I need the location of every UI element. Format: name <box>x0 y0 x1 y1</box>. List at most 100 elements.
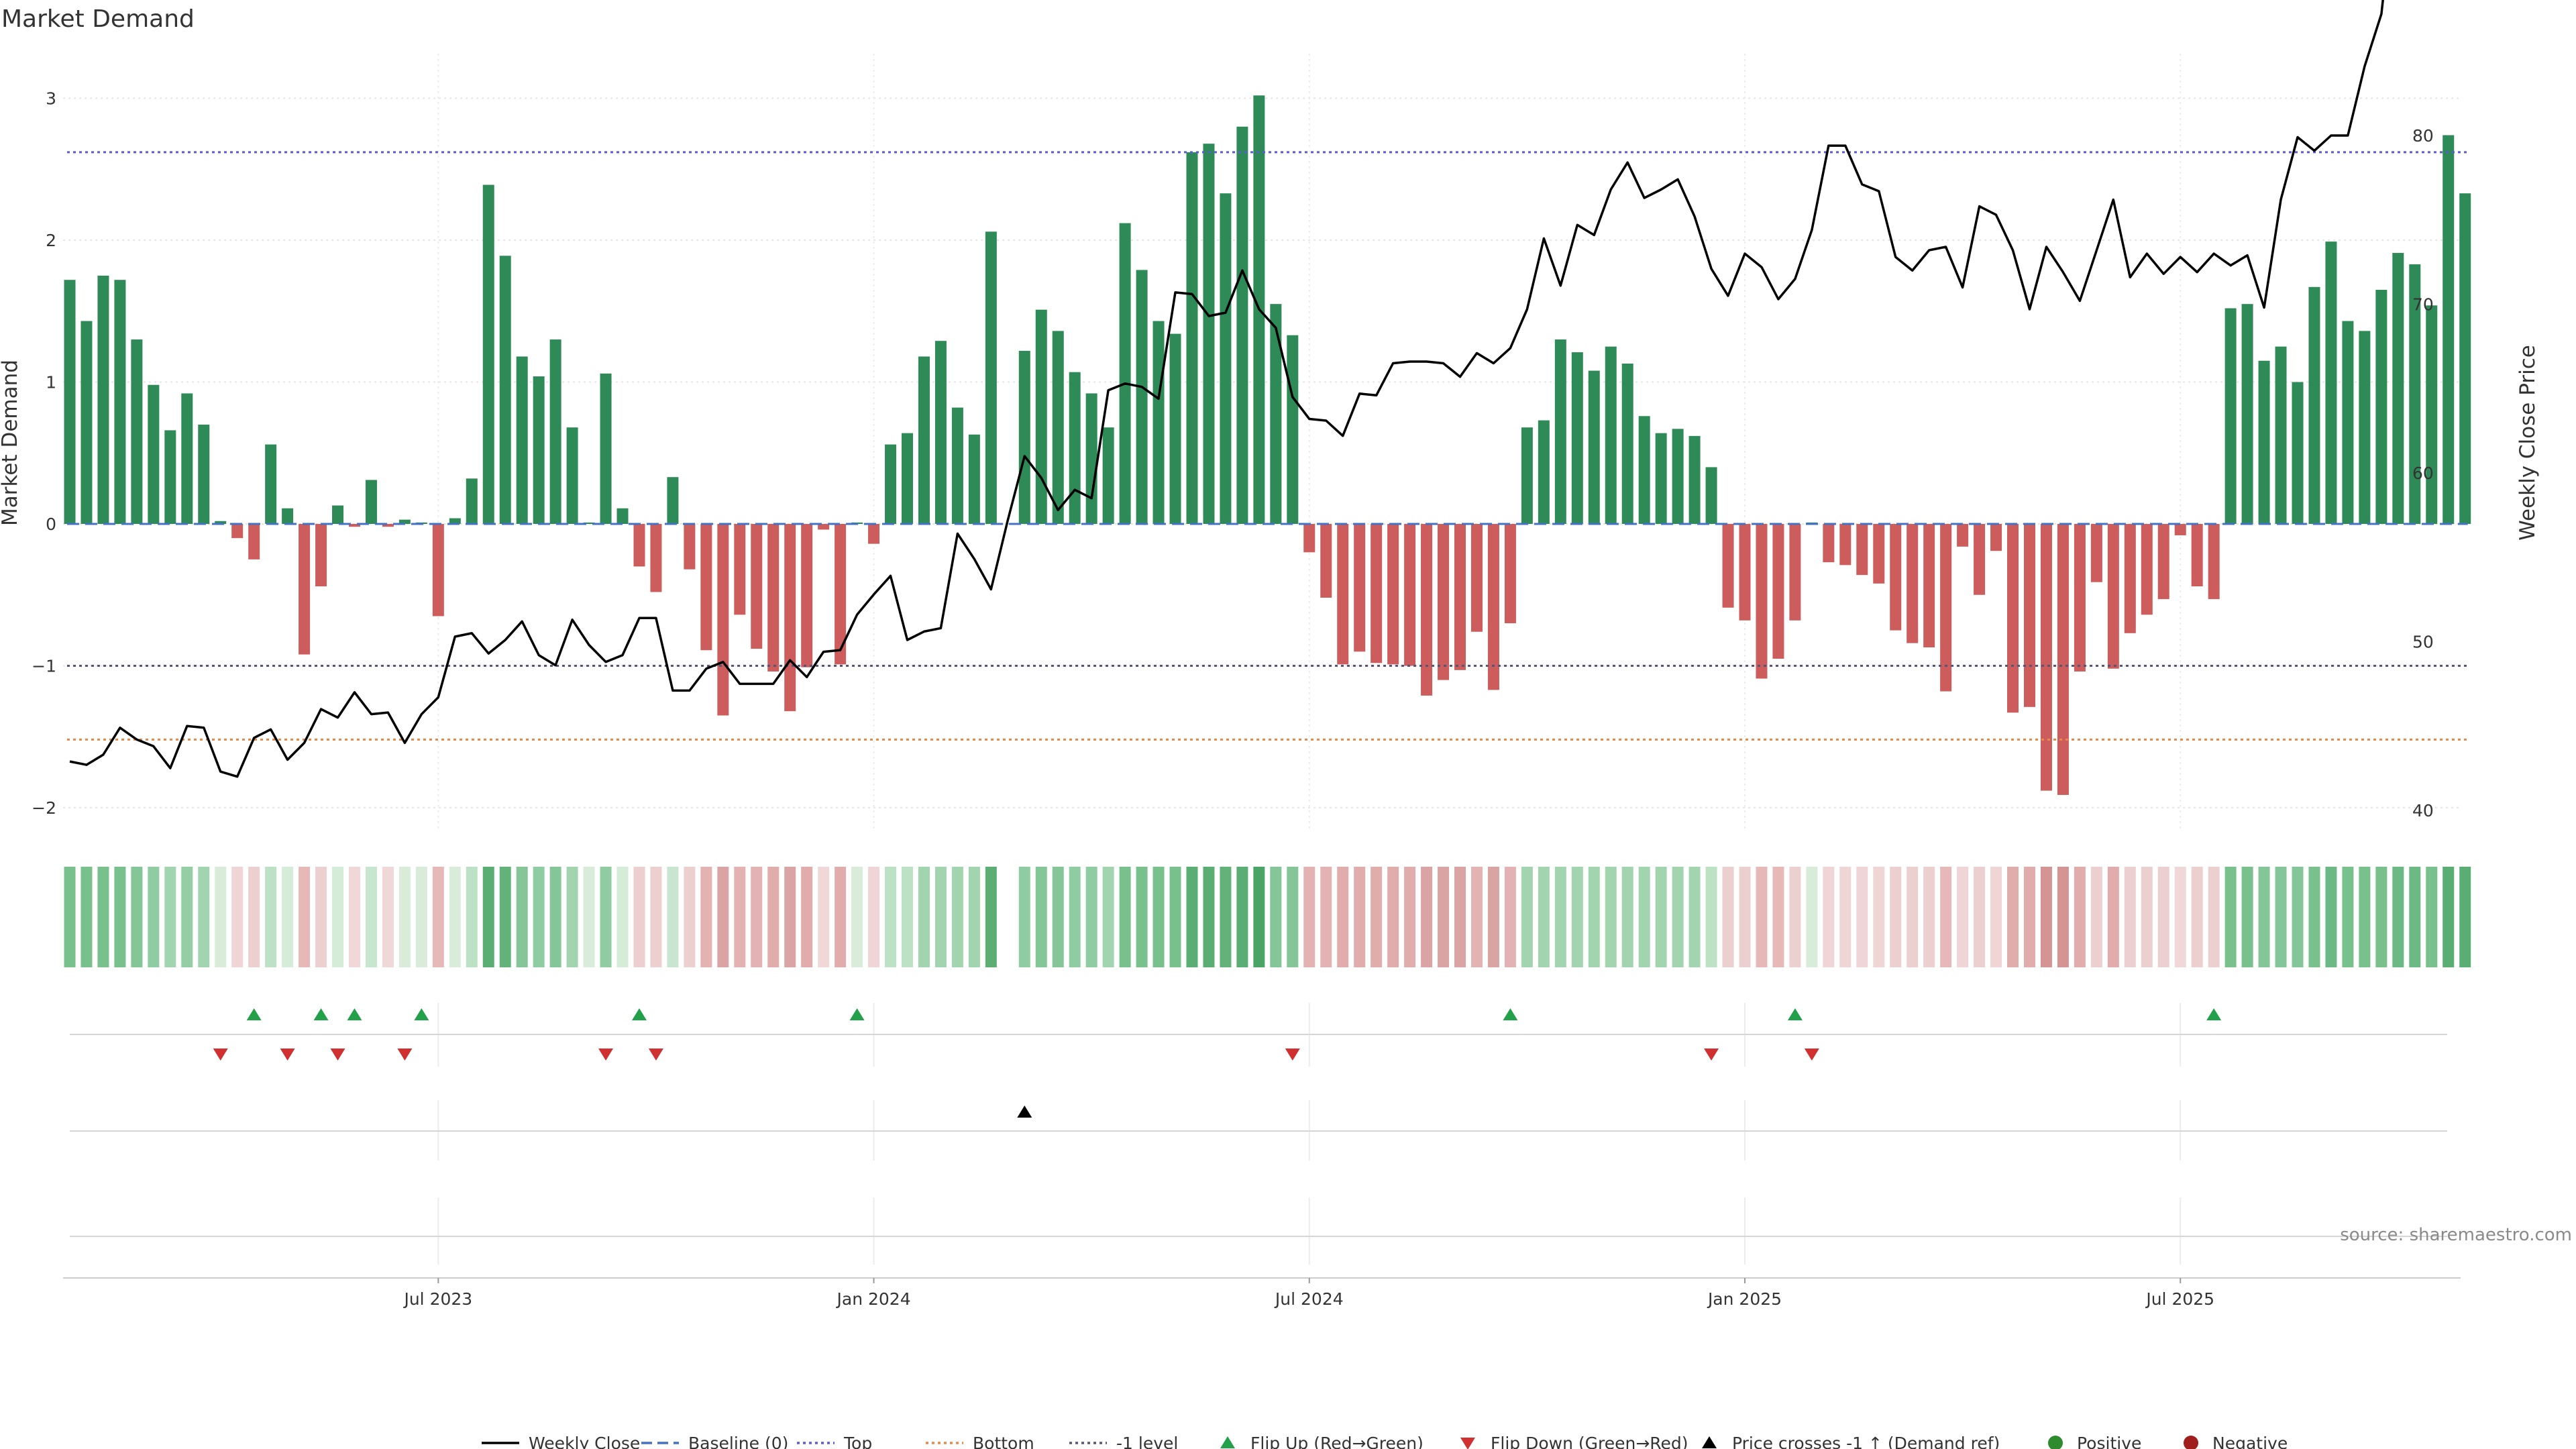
legend-item: Weekly Close <box>482 1434 640 1449</box>
strip-cell <box>415 867 427 967</box>
positive-bar <box>1588 370 1600 524</box>
positive-bar <box>64 280 76 524</box>
positive-bar <box>1688 435 1701 524</box>
strip-cell <box>482 867 494 967</box>
triangle-up-green-icon <box>1220 1436 1235 1448</box>
flip-up-marker <box>246 1008 262 1020</box>
strip-cell <box>1839 867 1851 967</box>
negative-bar <box>2074 524 2086 672</box>
strip-cell <box>1454 867 1466 967</box>
negative-bar <box>1303 524 1316 553</box>
legend-label: Negative <box>2212 1434 2288 1449</box>
strip-cell <box>968 867 980 967</box>
dot-red-icon <box>2184 1436 2198 1449</box>
positive-bar <box>1152 321 1165 524</box>
positive-bar <box>2325 241 2337 524</box>
legend-label: Bottom <box>973 1434 1034 1449</box>
positive-bar <box>1621 364 1633 524</box>
left-tick-label: −2 <box>32 798 56 818</box>
positive-bar <box>2292 382 2304 524</box>
strip-cell <box>2359 867 2371 967</box>
strip-cell <box>365 867 377 967</box>
strip-cell <box>1705 867 1717 967</box>
negative-bar <box>767 524 780 672</box>
strip-cell <box>1438 867 1450 967</box>
positive-bar <box>1203 144 1215 524</box>
strip-cell <box>64 867 76 967</box>
strip-cell <box>868 867 880 967</box>
strip-cell <box>2308 867 2320 967</box>
strip-cell <box>2342 867 2354 967</box>
flip-down-marker <box>397 1049 413 1061</box>
triangle-up-black-icon <box>1702 1436 1717 1448</box>
strip-cell <box>2258 867 2270 967</box>
positive-bar <box>181 393 193 524</box>
negative-bar <box>1974 524 1986 595</box>
positive-bar <box>2359 331 2371 524</box>
positive-bar <box>2459 193 2471 524</box>
positive-bar <box>282 508 294 524</box>
negative-bar <box>1890 524 1902 631</box>
strip-cell <box>583 867 595 967</box>
negative-bar <box>1907 524 1919 643</box>
strip-cell <box>717 867 729 967</box>
legend-label: Positive <box>2077 1434 2141 1449</box>
positive-bar <box>1287 335 1299 524</box>
strip-cell <box>1722 867 1734 967</box>
right-tick-label: 60 <box>2412 464 2434 483</box>
strip-cell <box>1186 867 1198 967</box>
strip-cell <box>633 867 645 967</box>
positive-bar <box>80 321 93 524</box>
strip-cell <box>2409 867 2421 967</box>
strip-cell <box>1655 867 1667 967</box>
strip-cell <box>282 867 294 967</box>
left-tick-label: 2 <box>46 231 56 250</box>
strip-cell <box>248 867 260 967</box>
strip-cell <box>299 867 311 967</box>
strip-cell <box>1923 867 1935 967</box>
legend-item: Negative <box>2184 1434 2288 1449</box>
strip-cell <box>1554 867 1566 967</box>
negative-bar <box>1354 524 1366 652</box>
negative-bar <box>1990 524 2002 551</box>
strip-cell <box>1873 867 1885 967</box>
strip-cell <box>1337 867 1349 967</box>
negative-bar <box>1387 524 1399 665</box>
positive-bar <box>2275 346 2287 524</box>
strip-cell <box>1957 867 1969 967</box>
strip-cell <box>1907 867 1919 967</box>
strip-cell <box>1470 867 1483 967</box>
left-axis-ticks: 3 2 1 0 −1 −2 <box>32 89 56 818</box>
strip-cell <box>198 867 210 967</box>
triangle-down-red-icon <box>1460 1438 1475 1449</box>
strip-cell <box>1890 867 1902 967</box>
strip-cell <box>1940 867 1952 967</box>
negative-bar <box>784 524 796 712</box>
negative-bar <box>717 524 729 716</box>
strip-cell <box>616 867 629 967</box>
strip-cell <box>2224 867 2237 967</box>
strip-cell <box>1152 867 1165 967</box>
positive-bar <box>1554 339 1566 524</box>
negative-bar <box>382 524 394 527</box>
flip-down-marker <box>1804 1049 1819 1061</box>
strip-cell <box>1504 867 1516 967</box>
right-axis-ticks: 120110100908070605040 <box>2412 126 2434 820</box>
negative-bar <box>299 524 311 655</box>
strip-cell <box>700 867 712 967</box>
positive-bar <box>902 433 913 524</box>
positive-bar <box>466 478 478 524</box>
positive-bar <box>215 521 227 524</box>
strip-cell <box>231 867 244 967</box>
strip-cell <box>1387 867 1399 967</box>
strip-cell <box>1571 867 1583 967</box>
negative-bar <box>1873 524 1885 584</box>
flip-up-marker <box>1503 1008 1518 1020</box>
strip-cell <box>164 867 176 967</box>
positive-bar <box>616 508 629 524</box>
x-tick-label: Jul 2023 <box>402 1289 472 1309</box>
x-tick-label: Jan 2025 <box>1707 1289 1782 1309</box>
strip-cell <box>1739 867 1751 967</box>
negative-bar <box>1957 524 1969 547</box>
strip-cell <box>533 867 545 967</box>
